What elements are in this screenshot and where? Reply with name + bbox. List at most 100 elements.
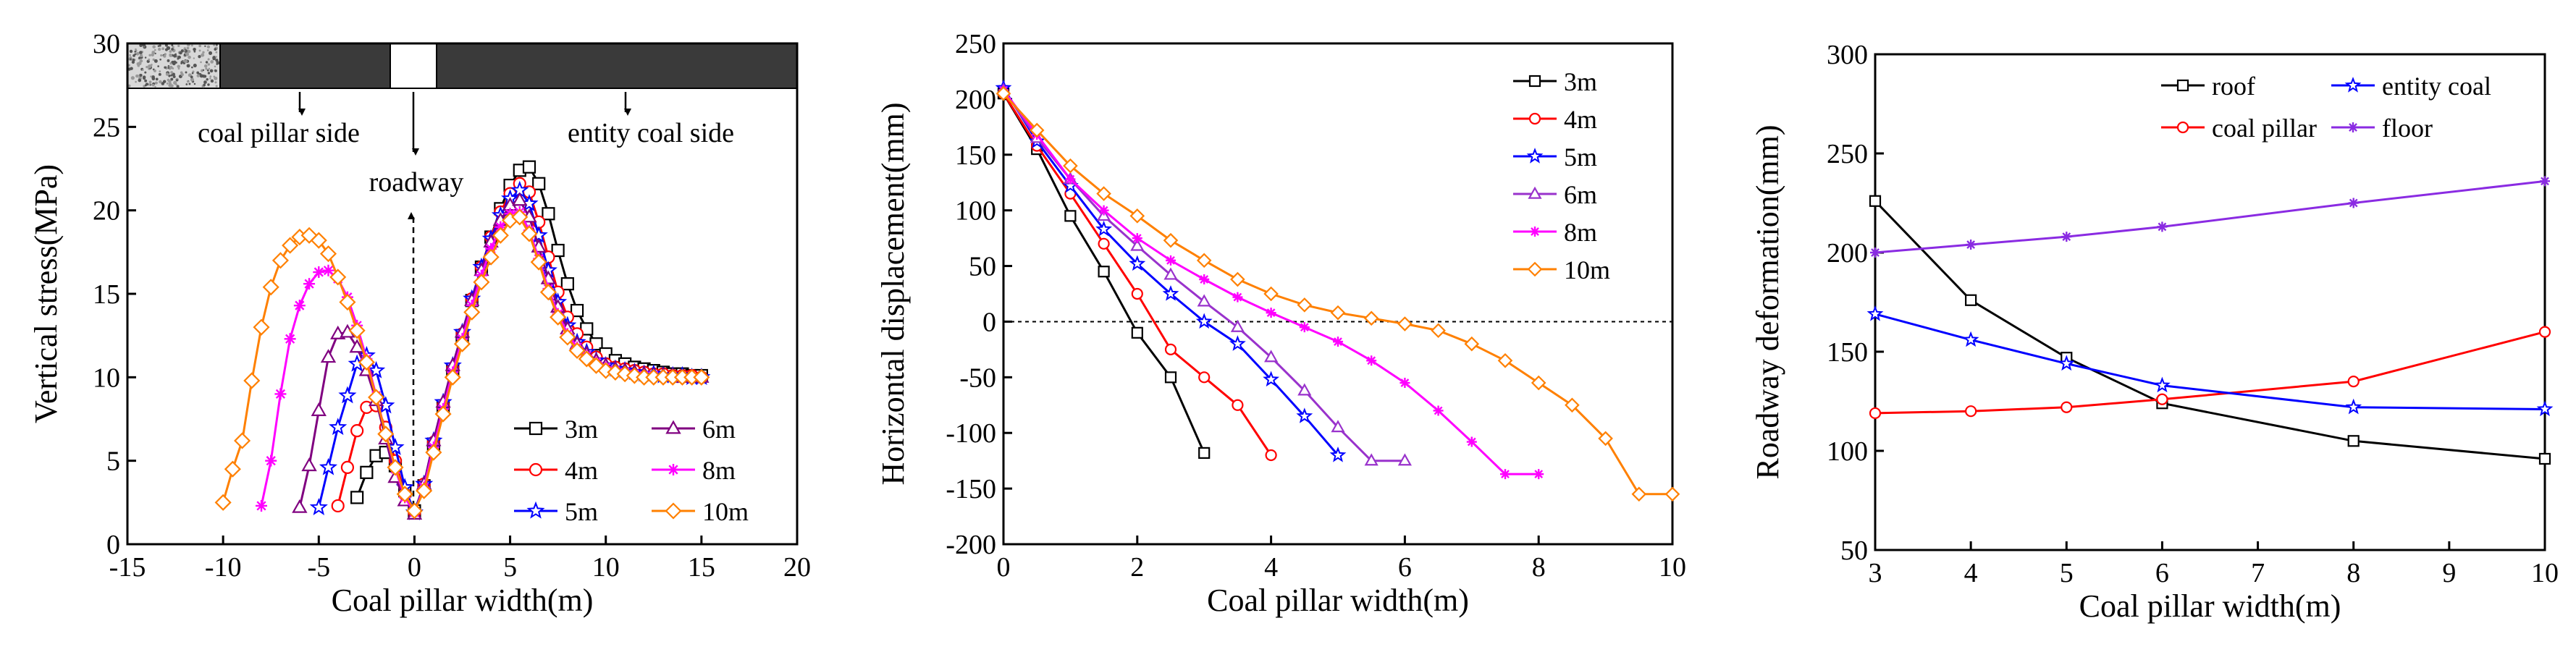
- x-tick-label: -5: [307, 552, 330, 583]
- series-5m: [995, 79, 1347, 462]
- texture-dot: [172, 46, 174, 48]
- texture-dot: [214, 81, 217, 84]
- data-point: [1531, 375, 1546, 391]
- texture-dot: [209, 69, 214, 73]
- y-axis-label: Horizontal displacement(mm): [875, 102, 911, 485]
- data-point: [1164, 371, 1177, 384]
- data-point: [1870, 248, 1880, 258]
- texture-dot: [134, 51, 137, 53]
- y-tick-label: 200: [955, 85, 996, 115]
- y-tick-label: 0: [106, 530, 120, 560]
- data-point: [1163, 232, 1179, 248]
- texture-dot: [144, 56, 147, 59]
- texture-dot: [209, 77, 211, 80]
- texture-dot: [190, 44, 193, 47]
- data-point: [1466, 436, 1477, 447]
- texture-dot: [193, 50, 196, 53]
- data-point: [1198, 447, 1211, 460]
- data-point: [319, 457, 338, 475]
- x-tick-label: 10: [1659, 552, 1686, 583]
- data-point: [1130, 238, 1145, 251]
- legend: 3m 4m 5m 6m 8m 10m: [1513, 67, 1610, 284]
- data-point: [1297, 297, 1313, 313]
- x-axis-label: Coal pillar width(m): [1207, 583, 1469, 618]
- data-point: [1433, 405, 1444, 416]
- data-point: [668, 464, 679, 475]
- texture-dot: [185, 52, 190, 56]
- data-point: [1297, 383, 1312, 396]
- legend-label: coal pillar: [2212, 114, 2317, 143]
- texture-dot: [190, 75, 193, 79]
- texture-dot: [157, 47, 161, 51]
- data-point: [2061, 401, 2073, 413]
- texture-dot: [164, 43, 168, 47]
- series-line: [1874, 179, 2546, 254]
- data-point: [265, 454, 277, 467]
- texture-dot: [213, 75, 216, 78]
- data-point: [301, 457, 317, 472]
- x-tick-label: 10: [2531, 558, 2559, 588]
- legend-label: 3m: [565, 415, 598, 444]
- texture-dot: [196, 71, 200, 75]
- x-tick-label: 0: [997, 552, 1011, 583]
- texture-dot: [176, 85, 180, 88]
- legend-label: 5m: [1564, 143, 1597, 172]
- data-point: [1869, 195, 1882, 207]
- data-point: [274, 388, 287, 400]
- texture-dot: [165, 72, 169, 76]
- data-point: [1331, 420, 1345, 433]
- texture-dot: [201, 53, 205, 57]
- data-point: [360, 465, 374, 479]
- texture-dot: [146, 65, 148, 69]
- data-point: [1263, 286, 1279, 302]
- texture-dot: [139, 51, 143, 54]
- x-tick-label: 6: [1398, 552, 1412, 583]
- series-8m: [998, 85, 1544, 480]
- texture-dot: [141, 69, 144, 72]
- data-point: [396, 486, 413, 503]
- data-point: [1497, 352, 1513, 368]
- legend-item: 5m: [1513, 143, 1597, 172]
- x-tick-label: 4: [1964, 558, 1978, 588]
- data-point: [529, 462, 543, 477]
- texture-dot: [151, 77, 156, 81]
- legend-label: 4m: [1564, 105, 1597, 134]
- y-tick-label: 100: [1827, 436, 1868, 467]
- texture-dot: [205, 67, 208, 70]
- texture-dot: [207, 72, 211, 75]
- texture-dot: [167, 67, 170, 69]
- data-point: [1166, 255, 1176, 266]
- series-line: [1874, 313, 2546, 410]
- texture-dot: [132, 58, 135, 62]
- data-point: [387, 459, 404, 476]
- texture-dot: [155, 77, 159, 81]
- data-point: [2347, 375, 2360, 388]
- data-point: [405, 502, 423, 520]
- legend-item: 3m: [514, 415, 598, 444]
- coal-pillar-texture: [127, 43, 220, 88]
- texture-dot: [214, 69, 217, 72]
- texture-dot: [203, 80, 207, 84]
- texture-dot: [148, 64, 152, 69]
- pillar-dark-block: [219, 43, 391, 89]
- texture-dot: [180, 73, 184, 77]
- data-point: [492, 227, 509, 244]
- texture-dot: [203, 64, 208, 68]
- series-3m: [997, 88, 1211, 460]
- legend-item: 6m: [1513, 180, 1597, 209]
- data-point: [559, 329, 576, 346]
- texture-dot: [173, 54, 177, 58]
- data-point: [322, 264, 334, 276]
- data-point: [2157, 221, 2168, 232]
- data-point: [350, 424, 364, 438]
- data-point: [693, 368, 710, 386]
- texture-dot: [135, 80, 137, 83]
- texture-dot: [159, 44, 161, 47]
- texture-dot: [153, 59, 158, 63]
- data-point: [2538, 326, 2551, 338]
- legend-item: roof: [2161, 72, 2255, 101]
- legend-label: 8m: [1564, 218, 1597, 247]
- data-point: [1500, 469, 1510, 480]
- data-point: [1296, 407, 1313, 423]
- texture-dot: [129, 49, 133, 54]
